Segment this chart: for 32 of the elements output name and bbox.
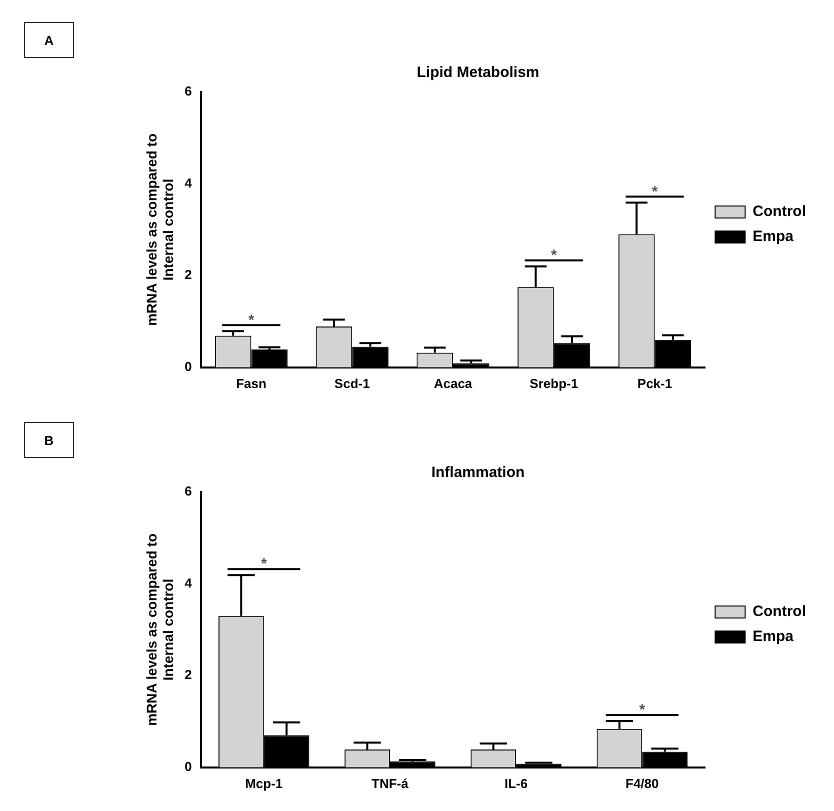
x-tick-label: Scd-1 (334, 376, 370, 391)
y-tick-label: 6 (184, 84, 192, 99)
x-tick-label: Pck-1 (637, 376, 672, 391)
y-axis-title: mRNA levels as compared to Internal control (143, 533, 176, 726)
annotation: * (550, 247, 557, 264)
annotation: * (260, 556, 267, 573)
chart-title: Inflammation (431, 464, 525, 482)
x-tick-label: F4/80 (626, 776, 659, 791)
y-tick-label: 0 (184, 758, 192, 774)
x-tick-label: TNF-á (372, 776, 410, 791)
y-axis-title: mRNA levels as compared to Internal control (143, 133, 176, 326)
y-tick-label: 4 (184, 175, 193, 190)
x-tick-label: Mcp-1 (245, 776, 283, 791)
legend-label: Empa (752, 228, 794, 246)
x-tick-label: Fasn (236, 376, 266, 391)
x-tick-label: Srebp-1 (530, 376, 578, 391)
text: B (24, 422, 74, 458)
annotation: * (652, 183, 658, 200)
y-tick-label: 6 (184, 484, 192, 499)
x-tick-label: IL-6 (504, 776, 528, 791)
legend-label: Empa (752, 628, 794, 646)
legend-label: Control (752, 203, 806, 220)
annotation: * (639, 702, 646, 719)
text: A (24, 22, 74, 58)
legend-label: Control (752, 603, 806, 620)
y-tick-label: 4 (184, 575, 193, 590)
y-tick-label: 0 (184, 358, 192, 374)
annotation: * (248, 312, 254, 329)
x-tick-label: Acaca (434, 376, 473, 391)
y-tick-label: 2 (184, 667, 192, 682)
y-tick-label: 2 (184, 267, 192, 282)
chart-title: Lipid Metabolism (416, 64, 540, 82)
